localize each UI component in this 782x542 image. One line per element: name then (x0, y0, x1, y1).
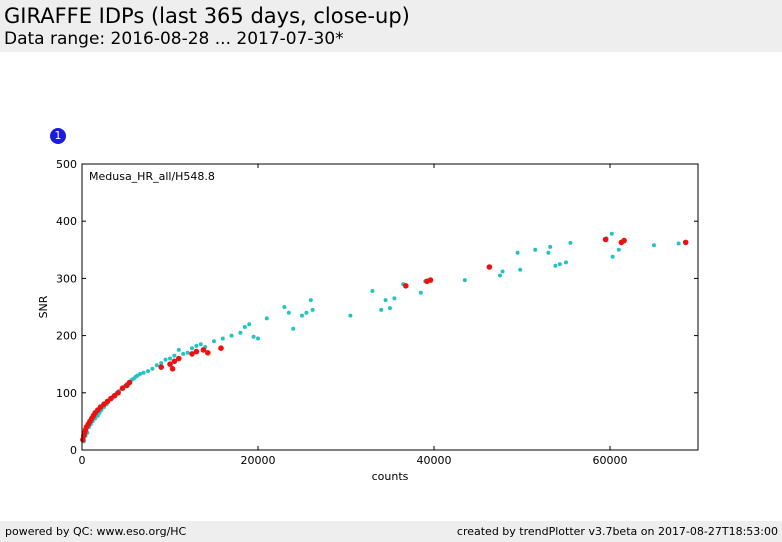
data-point (158, 364, 164, 370)
data-point (291, 326, 296, 331)
data-point (392, 296, 397, 301)
data-point (602, 236, 609, 243)
data-point (146, 369, 150, 374)
footer: powered by QC: www.eso.org/HC created by… (0, 521, 782, 542)
data-point (383, 298, 388, 303)
data-point (229, 333, 234, 338)
data-point (568, 240, 573, 245)
data-point (379, 307, 384, 312)
data-point (198, 342, 203, 347)
data-point (533, 247, 538, 252)
data-point (141, 370, 146, 375)
data-point (609, 231, 614, 236)
data-point (515, 250, 520, 255)
data-point (126, 379, 133, 386)
chart-annotation: Medusa_HR_all/H548.8 (89, 170, 215, 183)
data-point (242, 325, 247, 329)
footer-credit: powered by QC: www.eso.org/HC (5, 525, 187, 538)
data-point (308, 298, 313, 303)
data-point (212, 339, 216, 344)
x-tick-label: 20000 (241, 454, 276, 467)
data-point (370, 289, 375, 293)
plot-frame (81, 163, 699, 451)
data-point (218, 345, 224, 352)
y-tick-label: 400 (56, 215, 77, 228)
data-point (304, 310, 309, 315)
data-point (418, 290, 423, 295)
data-point (486, 264, 493, 270)
data-point (171, 358, 178, 365)
data-point (500, 269, 505, 274)
data-point (553, 263, 558, 268)
data-point (159, 361, 164, 366)
data-point (388, 306, 392, 311)
data-point (168, 356, 172, 361)
data-point (163, 357, 168, 362)
data-point (194, 343, 199, 348)
x-tick-label: 60000 (593, 454, 628, 467)
data-point (616, 247, 621, 252)
x-axis-label: counts (372, 470, 409, 483)
data-point (548, 244, 553, 249)
data-point (282, 305, 287, 309)
data-point (310, 307, 315, 312)
data-point (138, 371, 143, 376)
data-point (264, 316, 269, 321)
plot-number-badge: 1 (50, 128, 66, 144)
data-point (181, 351, 186, 356)
data-point (676, 241, 681, 246)
points-layer (80, 231, 689, 444)
data-point (167, 361, 173, 368)
data-point (185, 350, 190, 355)
data-point (621, 237, 627, 244)
y-tick-label: 200 (56, 330, 77, 343)
data-point (427, 277, 434, 283)
data-point (205, 350, 211, 356)
data-point (682, 239, 689, 246)
data-point (546, 250, 551, 255)
data-point (557, 262, 562, 267)
data-point (119, 385, 126, 392)
ticks-layer: 0 20000 40000 60000 0 100 200 300 400 500 (56, 158, 698, 467)
data-point (348, 313, 353, 318)
data-point (300, 313, 304, 318)
data-point (251, 334, 256, 339)
data-point (564, 260, 568, 265)
y-tick-label: 300 (56, 272, 77, 285)
data-point (169, 366, 176, 372)
data-point (498, 273, 502, 278)
y-tick-label: 100 (56, 387, 77, 400)
data-point (193, 348, 200, 355)
data-point (462, 278, 467, 283)
y-axis-label: SNR (37, 295, 50, 318)
data-point (256, 336, 260, 341)
y-tick-label: 0 (70, 444, 77, 457)
page-subtitle: Data range: 2016-08-28 ... 2017-07-30* (4, 29, 344, 49)
data-point (200, 347, 207, 353)
data-point (176, 347, 181, 352)
x-tick-label: 40000 (417, 454, 452, 467)
page-title: GIRAFFE IDPs (last 365 days, close-up) (4, 4, 410, 28)
data-point (115, 390, 121, 396)
data-point (172, 353, 177, 358)
data-point (652, 243, 656, 248)
data-point (238, 330, 243, 335)
header: GIRAFFE IDPs (last 365 days, close-up) D… (0, 0, 782, 52)
data-point (150, 366, 155, 371)
y-tick-label: 500 (56, 158, 77, 171)
data-point (189, 351, 195, 357)
data-point (286, 310, 291, 315)
data-point (403, 283, 409, 289)
data-point (154, 363, 159, 368)
data-point (610, 254, 615, 259)
data-point (247, 322, 252, 327)
data-point (176, 355, 182, 362)
data-point (190, 346, 194, 351)
x-tick-label: 0 (79, 454, 86, 467)
data-point (518, 267, 523, 272)
data-point (220, 336, 225, 341)
footer-created-by: created by trendPlotter v3.7beta on 2017… (456, 525, 778, 538)
